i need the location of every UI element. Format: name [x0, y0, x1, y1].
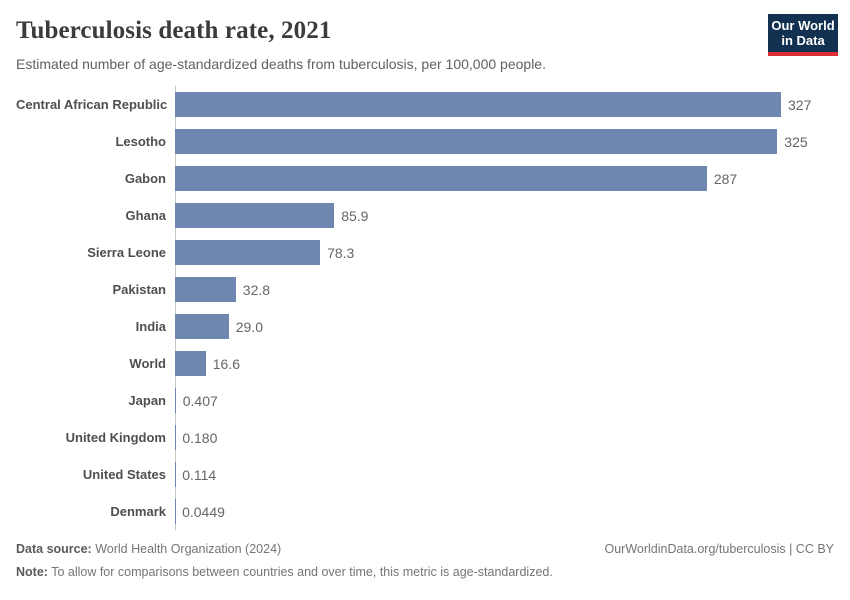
country-label: Japan [128, 393, 166, 408]
country-label: United Kingdom [65, 430, 166, 445]
country-label: Central African Republic [16, 97, 168, 112]
bar-row: Central African Republic 327 [16, 86, 834, 123]
bar[interactable] [175, 351, 206, 376]
bar-area: 29.0 [175, 308, 834, 345]
bar-row: Japan 0.407 [16, 382, 834, 419]
bar-area: 327 [175, 86, 834, 123]
country-label: Sierra Leone [87, 245, 166, 260]
country-label: United States [82, 467, 166, 482]
datasource-value: World Health Organization (2024) [95, 542, 282, 556]
country-label: Ghana [125, 208, 166, 223]
country-label: World [129, 356, 166, 371]
country-label: Gabon [124, 171, 166, 186]
value-label: 29.0 [235, 318, 263, 335]
country-label: Pakistan [112, 282, 166, 297]
chart-title: Tuberculosis death rate, 2021 [16, 17, 332, 44]
bar-row: Ghana 85.9 [16, 197, 834, 234]
y-axis-line [175, 86, 176, 530]
bar-area: 16.6 [175, 345, 834, 382]
datasource-text: Data source: World Health Organization (… [16, 541, 281, 558]
value-label: 325 [784, 133, 808, 150]
value-label: 327 [788, 96, 812, 113]
footer-line-note: Note: To allow for comparisons between c… [16, 564, 834, 581]
bar[interactable] [175, 92, 781, 117]
bar-rows: Central African Republic 327 Lesotho 325… [16, 86, 834, 530]
chart-subtitle: Estimated number of age-standardized dea… [16, 56, 546, 72]
value-label: 0.407 [182, 392, 218, 409]
chart-footer: Data source: World Health Organization (… [16, 541, 834, 581]
bar-area: 0.407 [175, 382, 834, 419]
country-label: Lesotho [115, 134, 166, 149]
bar-area: 85.9 [175, 197, 834, 234]
owid-logo-line1: Our World [771, 18, 835, 33]
bar[interactable] [175, 129, 778, 154]
bar[interactable] [175, 277, 236, 302]
value-label: 85.9 [341, 207, 369, 224]
owid-logo[interactable]: Our World in Data [768, 14, 838, 56]
bar-row: Lesotho 325 [16, 123, 834, 160]
bar-row: India 29.0 [16, 308, 834, 345]
datasource-label: Data source: [16, 542, 92, 556]
value-label: 16.6 [212, 355, 240, 372]
bar-chart: Central African Republic 327 Lesotho 325… [16, 86, 834, 530]
bar[interactable] [175, 314, 229, 339]
bar-area: 0.180 [175, 419, 834, 456]
value-label: 0.180 [182, 429, 218, 446]
value-label: 32.8 [242, 281, 271, 298]
value-label: 78.3 [327, 244, 355, 261]
country-label: Denmark [110, 504, 166, 519]
value-label: 0.114 [182, 466, 217, 483]
note-label: Note: [16, 564, 48, 579]
license-link[interactable]: OurWorldinData.org/tuberculosis | CC BY [604, 542, 835, 556]
bar-row: Gabon 287 [16, 160, 834, 197]
country-label: India [135, 319, 166, 334]
bar-row: United States 0.114 [16, 456, 834, 493]
bar[interactable] [175, 203, 335, 228]
footer-line-datasource: Data source: World Health Organization (… [16, 541, 834, 558]
bar-area: 78.3 [175, 234, 834, 271]
bar-row: World 16.6 [16, 345, 834, 382]
note-value: To allow for comparisons between countri… [51, 564, 553, 579]
bar-area: 325 [175, 123, 834, 160]
value-label: 0.0449 [182, 503, 225, 520]
value-label: 287 [713, 170, 738, 187]
bar-area: 0.0449 [175, 493, 834, 530]
bar[interactable] [175, 166, 707, 191]
bar[interactable] [175, 388, 176, 413]
bar-area: 0.114 [175, 456, 834, 493]
owid-logo-line2: in Data [781, 33, 825, 48]
chart-header: Tuberculosis death rate, 2021 Estimated … [16, 16, 750, 73]
bar-row: Denmark 0.0449 [16, 493, 834, 530]
bar-area: 32.8 [175, 271, 834, 308]
bar-row: United Kingdom 0.180 [16, 419, 834, 456]
bar-row: Pakistan 32.8 [16, 271, 834, 308]
bar-row: Sierra Leone 78.3 [16, 234, 834, 271]
bar[interactable] [175, 240, 321, 265]
bar-area: 287 [175, 160, 834, 197]
